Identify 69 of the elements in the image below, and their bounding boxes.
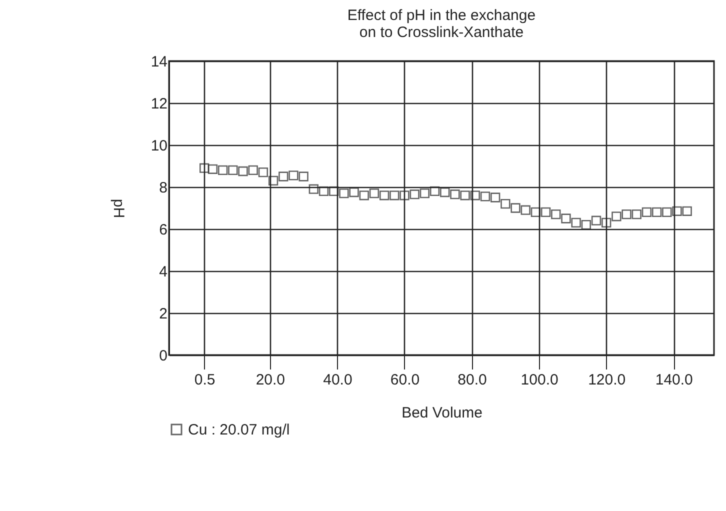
point — [591, 216, 602, 226]
point — [530, 207, 541, 218]
point — [248, 165, 258, 176]
legend-label: Cu : 20.07 mg/l — [188, 422, 290, 438]
point — [410, 190, 420, 200]
x-tick-label: 100.0 — [520, 372, 558, 388]
point — [329, 186, 339, 196]
point — [652, 207, 662, 218]
x-tick-label: 120.0 — [588, 372, 626, 388]
point — [672, 206, 682, 216]
point — [460, 190, 470, 200]
point — [318, 186, 329, 196]
x-tick-label: 80.0 — [458, 372, 487, 388]
x-tick-label: 140.0 — [655, 372, 693, 388]
y-tick-label: 14 — [150, 54, 168, 70]
y-tick-label: 6 — [159, 222, 168, 238]
point — [278, 172, 288, 182]
y-axis-title: pH — [110, 198, 127, 218]
point — [490, 192, 500, 202]
x-tick-label: 20.0 — [256, 372, 286, 388]
point — [500, 198, 510, 209]
point — [480, 192, 490, 202]
point — [632, 209, 642, 220]
point — [238, 166, 248, 176]
point — [642, 207, 652, 218]
point — [420, 188, 430, 198]
y-tick-label: 8 — [159, 180, 168, 196]
x-tick-label: 60.0 — [390, 372, 420, 388]
x-tick-label: 40.0 — [323, 372, 352, 388]
point — [390, 190, 400, 200]
point — [662, 207, 672, 218]
point — [379, 190, 390, 200]
point — [470, 190, 480, 200]
point — [218, 165, 228, 176]
y-tick-label: 2 — [159, 306, 168, 322]
point — [369, 188, 380, 198]
y-tick-label: 0 — [159, 348, 168, 364]
point — [520, 205, 530, 215]
point — [581, 220, 591, 230]
point — [510, 203, 520, 213]
point — [450, 190, 460, 200]
point — [228, 165, 238, 176]
x-tick-label: 0.5 — [194, 372, 216, 388]
point — [602, 218, 612, 228]
point — [561, 214, 571, 224]
point — [208, 164, 218, 174]
point — [339, 188, 349, 198]
point — [440, 187, 450, 198]
point — [268, 176, 278, 186]
y-tick-label: 10 — [150, 138, 168, 154]
y-tick-label: 12 — [150, 96, 168, 112]
point — [612, 212, 622, 222]
point — [349, 187, 359, 198]
point — [571, 218, 581, 228]
chart-title: Effect of pH in the exchange on to Crosslink-Xanthate — [347, 7, 536, 41]
point — [298, 172, 308, 182]
y-tick-label: 4 — [159, 264, 168, 280]
x-axis-title: Bed Volume — [402, 404, 482, 422]
point — [308, 184, 318, 194]
point — [199, 163, 210, 173]
point — [359, 190, 369, 200]
point — [258, 167, 268, 178]
point — [551, 209, 561, 220]
point — [400, 190, 410, 200]
point — [288, 170, 298, 180]
point — [540, 207, 551, 218]
point — [682, 206, 692, 216]
point — [622, 209, 632, 220]
point — [430, 186, 440, 196]
